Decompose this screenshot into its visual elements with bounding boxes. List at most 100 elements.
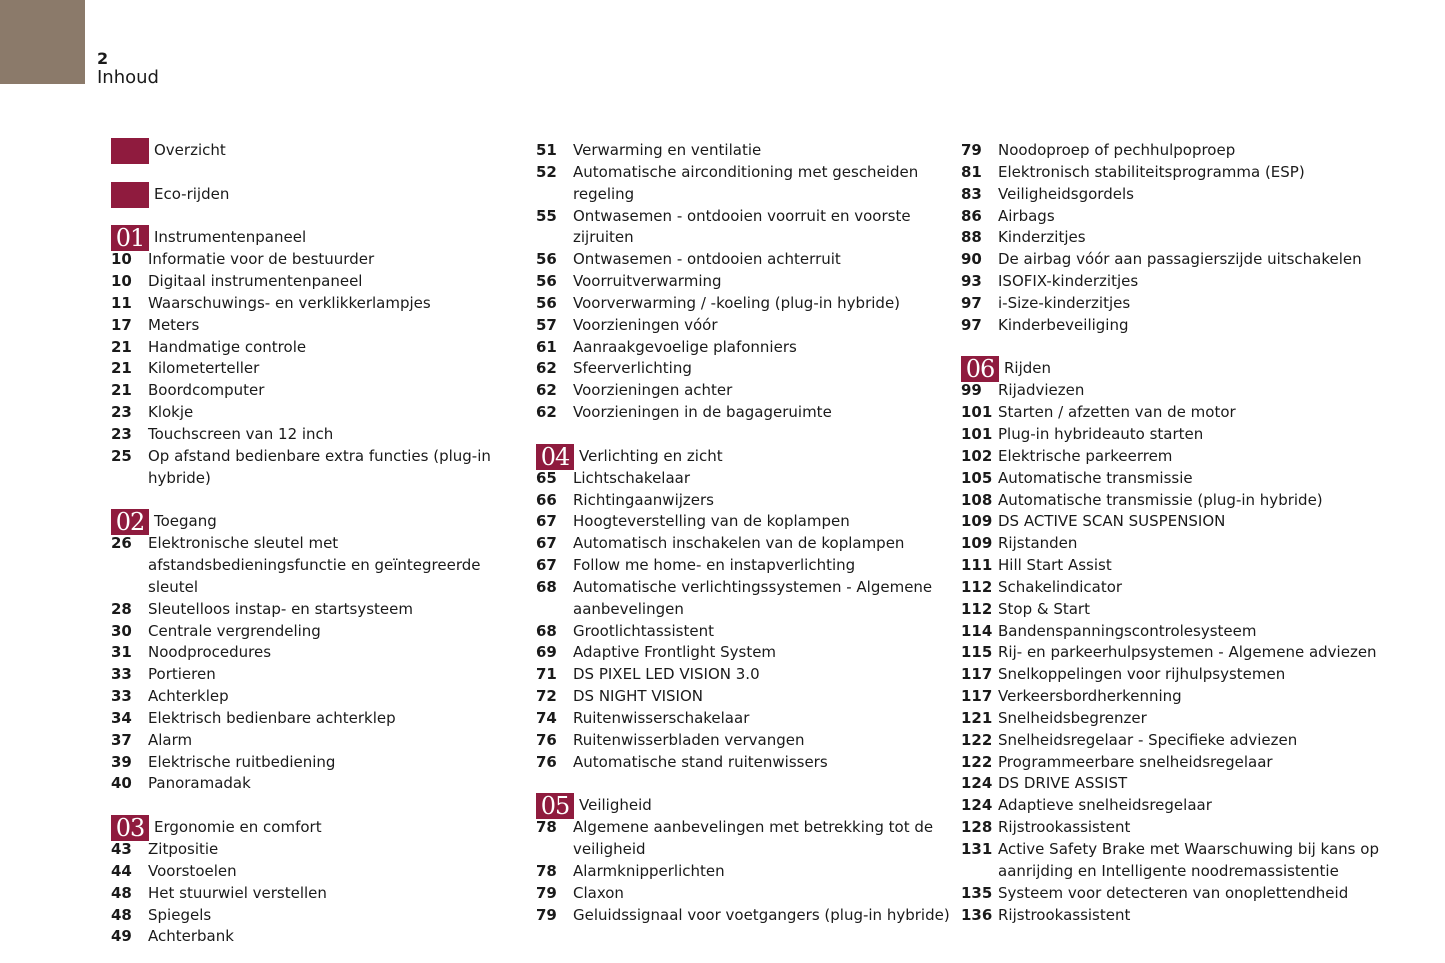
toc-entry[interactable]: 37 Alarm (111, 730, 531, 752)
toc-entry[interactable]: 48 Spiegels (111, 905, 531, 927)
toc-entry[interactable]: 26 Elektronische sleutel met afstandsbedi… (111, 533, 531, 599)
toc-entry[interactable]: 51 Verwarming en ventilatie (536, 140, 956, 162)
toc-entry[interactable]: 76 Automatische stand ruitenwissers (536, 752, 956, 774)
toc-entry[interactable]: 78 Alarmknipperlichten (536, 861, 956, 883)
toc-entry[interactable]: 40 Panoramadak (111, 773, 531, 795)
toc-entry[interactable]: 117 Snelkoppelingen voor rijhulpsystemen (961, 664, 1381, 686)
toc-entry[interactable]: 128 Rijstrookassistent (961, 817, 1381, 839)
toc-entry[interactable]: 97 Kinderbeveiliging (961, 315, 1381, 337)
toc-entry[interactable]: 49 Achterbank (111, 926, 531, 948)
toc-entry[interactable]: 11 Waarschuwings- en verklikkerlampjes (111, 293, 531, 315)
toc-entry[interactable]: 135 Systeem voor detecteren van onoplette… (961, 883, 1381, 905)
toc-entry[interactable]: 48 Het stuurwiel verstellen (111, 883, 531, 905)
toc-entry[interactable]: 67 Follow me home- en instapverlichting (536, 555, 956, 577)
toc-entry[interactable]: 115 Rij- en parkeerhulpsystemen - Algemen… (961, 642, 1381, 664)
toc-entry[interactable]: 76 Ruitenwisserbladen vervangen (536, 730, 956, 752)
toc-section-header[interactable]: 04 Verlichting en zicht (536, 443, 956, 470)
toc-section-header[interactable]: Eco-rijden (111, 181, 531, 208)
toc-entry[interactable]: 39 Elektrische ruitbediening (111, 752, 531, 774)
toc-entry[interactable]: 62 Voorzieningen in de bagageruimte (536, 402, 956, 424)
toc-entry[interactable]: 101 Plug-in hybrideauto starten (961, 424, 1381, 446)
toc-section-header[interactable]: 06 Rijden (961, 356, 1381, 383)
toc-entry[interactable]: 56 Voorverwarming / -koeling (plug-in hyb… (536, 293, 956, 315)
toc-entry[interactable]: 21 Boordcomputer (111, 380, 531, 402)
entry-page-number: 21 (111, 337, 132, 356)
toc-entry[interactable]: 30 Centrale vergrendeling (111, 621, 531, 643)
toc-entry[interactable]: 136 Rijstrookassistent (961, 905, 1381, 927)
toc-section-header[interactable]: Overzicht (111, 137, 531, 164)
toc-entry[interactable]: 62 Voorzieningen achter (536, 380, 956, 402)
toc-entry[interactable]: 101 Starten / afzetten van de motor (961, 402, 1381, 424)
toc-entry[interactable]: 81 Elektronisch stabiliteitsprogramma (ES… (961, 162, 1381, 184)
toc-entry[interactable]: 61 Aanraakgevoelige plafonniers (536, 337, 956, 359)
toc-entry[interactable]: 66 Richtingaanwijzers (536, 490, 956, 512)
toc-entry[interactable]: 10 Digitaal instrumentenpaneel (111, 271, 531, 293)
toc-entry[interactable]: 79 Claxon (536, 883, 956, 905)
toc-entry[interactable]: 57 Voorzieningen vóór (536, 315, 956, 337)
toc-entry[interactable]: 56 Voorruitverwarming (536, 271, 956, 293)
toc-entry[interactable]: 68 Grootlichtassistent (536, 621, 956, 643)
toc-entry[interactable]: 124 Adaptieve snelheidsregelaar (961, 795, 1381, 817)
toc-entry[interactable]: 97 i-Size-kinderzitjes (961, 293, 1381, 315)
toc-entry[interactable]: 65 Lichtschakelaar (536, 468, 956, 490)
toc-entry[interactable]: 67 Automatisch inschakelen van de koplamp… (536, 533, 956, 555)
toc-entry[interactable]: 72 DS NIGHT VISION (536, 686, 956, 708)
entry-title: Touchscreen van 12 inch (148, 424, 334, 443)
toc-entry[interactable]: 23 Klokje (111, 402, 531, 424)
toc-entry[interactable]: 33 Achterklep (111, 686, 531, 708)
toc-entry[interactable]: 78 Algemene aanbevelingen met betrekking … (536, 817, 956, 861)
toc-entry[interactable]: 10 Informatie voor de bestuurder (111, 249, 531, 271)
toc-entry[interactable]: 93 ISOFIX-kinderzitjes (961, 271, 1381, 293)
toc-entry[interactable]: 90 De airbag vóór aan passagierszijde uit… (961, 249, 1381, 271)
toc-section-header[interactable]: 01 Instrumentenpaneel (111, 225, 531, 252)
toc-entry[interactable]: 56 Ontwasemen - ontdooien achterruit (536, 249, 956, 271)
toc-entry[interactable]: 44 Voorstoelen (111, 861, 531, 883)
toc-entry[interactable]: 17 Meters (111, 315, 531, 337)
toc-entry[interactable]: 68 Automatische verlichtingssystemen - Al… (536, 577, 956, 621)
toc-entry[interactable]: 112 Stop & Start (961, 599, 1381, 621)
toc-entry[interactable]: 21 Kilometerteller (111, 358, 531, 380)
toc-entry[interactable]: 43 Zitpositie (111, 839, 531, 861)
toc-entry[interactable]: 114 Bandenspanningscontrolesysteem (961, 621, 1381, 643)
toc-entry[interactable]: 121 Snelheidsbegrenzer (961, 708, 1381, 730)
toc-entry[interactable]: 79 Geluidssignaal voor voetgangers (plug-… (536, 905, 956, 927)
toc-entry[interactable]: 117 Verkeersbordherkenning (961, 686, 1381, 708)
toc-entry[interactable]: 28 Sleutelloos instap- en startsysteem (111, 599, 531, 621)
toc-entry[interactable]: 52 Automatische airconditioning met gesch… (536, 162, 956, 206)
toc-section-header[interactable]: 02 Toegang (111, 509, 531, 536)
toc-entry[interactable]: 122 Snelheidsregelaar - Specifieke adviez… (961, 730, 1381, 752)
toc-entry[interactable]: 33 Portieren (111, 664, 531, 686)
toc-entry[interactable]: 23 Touchscreen van 12 inch (111, 424, 531, 446)
toc-entry[interactable]: 71 DS PIXEL LED VISION 3.0 (536, 664, 956, 686)
toc-entry[interactable]: 67 Hoogteverstelling van de koplampen (536, 511, 956, 533)
toc-entry[interactable]: 62 Sfeerverlichting (536, 358, 956, 380)
entry-title: Noodoproep of pechhulpoproep (998, 141, 1236, 159)
toc-entry[interactable]: 25 Op afstand bedienbare extra functies (… (111, 446, 531, 490)
toc-section-header[interactable]: 05 Veiligheid (536, 793, 956, 820)
entry-title: Automatische transmissie (998, 468, 1193, 487)
toc-entry[interactable]: 34 Elektrisch bedienbare achterklep (111, 708, 531, 730)
toc-entry[interactable]: 105 Automatische transmissie (961, 468, 1381, 490)
toc-entry[interactable]: 102 Elektrische parkeerrem (961, 446, 1381, 468)
toc-entry[interactable]: 88 Kinderzitjes (961, 227, 1381, 249)
toc-entry[interactable]: 69 Adaptive Frontlight System (536, 642, 956, 664)
toc-entry[interactable]: 122 Programmeerbare snelheidsregelaar (961, 752, 1381, 774)
toc-entry[interactable]: 112 Schakelindicator (961, 577, 1381, 599)
toc-entry[interactable]: 111 Hill Start Assist (961, 555, 1381, 577)
toc-entry[interactable]: 124 DS DRIVE ASSIST (961, 773, 1381, 795)
toc-entry[interactable]: 86 Airbags (961, 206, 1381, 228)
toc-entry[interactable]: 131 Active Safety Brake met Waarschuwing … (961, 839, 1381, 883)
toc-entry[interactable]: 109 DS ACTIVE SCAN SUSPENSION (961, 511, 1381, 533)
toc-entry[interactable]: 99 Rijadviezen (961, 380, 1381, 402)
page-number: 2 (97, 49, 109, 68)
toc-entry[interactable]: 109 Rijstanden (961, 533, 1381, 555)
toc-entry[interactable]: 74 Ruitenwisserschakelaar (536, 708, 956, 730)
toc-entry[interactable]: 21 Handmatige controle (111, 337, 531, 359)
toc-entry[interactable]: 108 Automatische transmissie (plug-in hyb… (961, 490, 1381, 512)
toc-entry[interactable]: 79 Noodoproep of pechhulpoproep (961, 140, 1381, 162)
toc-entry[interactable]: 83 Veiligheidsgordels (961, 184, 1381, 206)
entry-page-number: 112 (961, 599, 993, 618)
toc-entry[interactable]: 55 Ontwasemen - ontdooien voorruit en voo… (536, 206, 956, 250)
toc-entry[interactable]: 31 Noodprocedures (111, 642, 531, 664)
toc-section-header[interactable]: 03 Ergonomie en comfort (111, 815, 531, 842)
